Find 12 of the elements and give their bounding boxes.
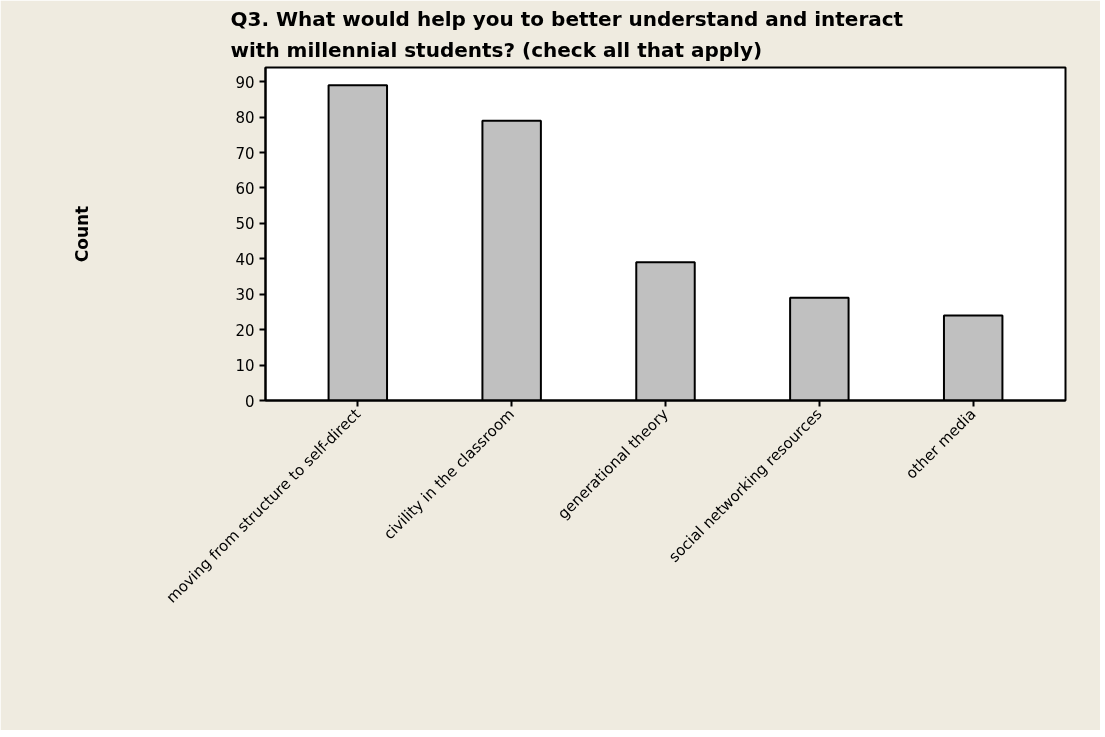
chart-title: Q3. What would help you to better understand and interact with millennial students? (check all that apply) xyxy=(230,7,904,63)
y-tick-label: 80 xyxy=(235,109,255,128)
y-axis-title: Count xyxy=(72,205,93,263)
y-tick-label: 20 xyxy=(235,321,255,340)
y-tick-label: 90 xyxy=(235,73,255,92)
y-tick-label: 40 xyxy=(235,250,255,269)
y-tick-label: 50 xyxy=(235,215,255,234)
y-tick-label: 0 xyxy=(244,392,255,411)
y-tick-label: 60 xyxy=(235,179,255,198)
y-tick-label: 70 xyxy=(235,144,255,163)
y-tick-label: 30 xyxy=(235,286,255,305)
y-tick-label: 10 xyxy=(235,357,255,376)
